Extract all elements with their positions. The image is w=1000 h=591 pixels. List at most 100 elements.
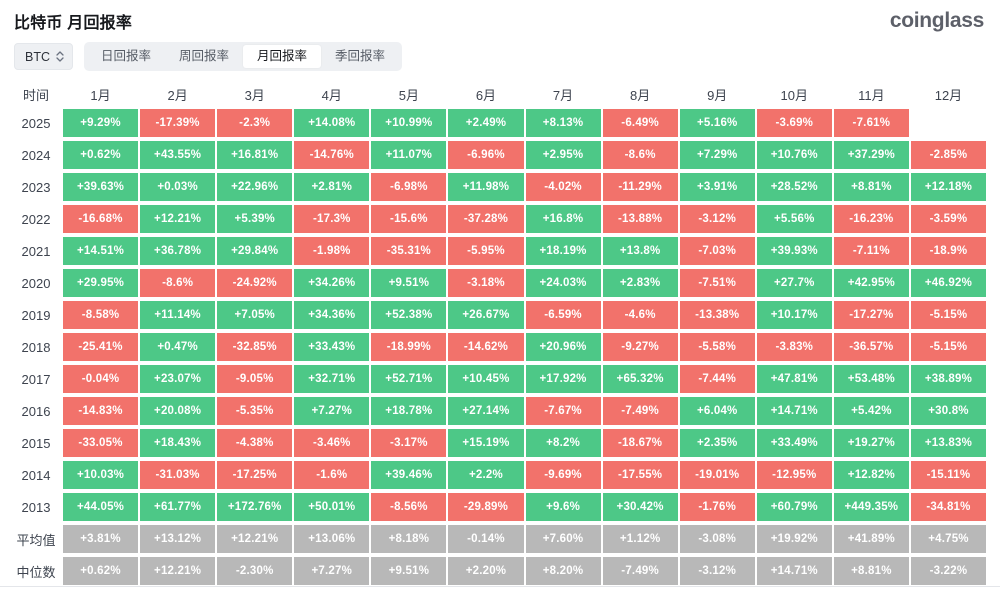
return-cell: +46.92% bbox=[910, 269, 986, 297]
return-cell: +4.75% bbox=[910, 525, 986, 553]
return-cell: +39.63% bbox=[63, 173, 139, 201]
return-cell: -8.6% bbox=[140, 269, 216, 297]
return-cell: +10.17% bbox=[756, 301, 832, 329]
return-cell: +52.38% bbox=[371, 301, 447, 329]
return-cell: +53.48% bbox=[833, 365, 909, 393]
return-cell: +27.7% bbox=[756, 269, 832, 297]
return-cell: -32.85% bbox=[217, 333, 293, 361]
return-cell: +2.81% bbox=[294, 173, 370, 201]
return-cell: +8.18% bbox=[371, 525, 447, 553]
return-cell: -5.35% bbox=[217, 397, 293, 425]
return-cell: -2.30% bbox=[217, 557, 293, 585]
return-cell: +2.49% bbox=[448, 109, 524, 137]
year-label: 2025 bbox=[21, 115, 51, 131]
return-cell: -7.67% bbox=[525, 397, 601, 425]
return-cell: +23.07% bbox=[140, 365, 216, 393]
return-cell: -36.57% bbox=[833, 333, 909, 361]
return-cell: +8.81% bbox=[833, 173, 909, 201]
return-cell: -5.15% bbox=[910, 301, 986, 329]
return-cell: -35.31% bbox=[371, 237, 447, 265]
return-cell: -0.14% bbox=[448, 525, 524, 553]
return-cell: +24.03% bbox=[525, 269, 601, 297]
return-cell: +38.89% bbox=[910, 365, 986, 393]
return-cell: -9.69% bbox=[525, 461, 601, 489]
return-cell: -17.27% bbox=[833, 301, 909, 329]
return-cell: +0.62% bbox=[63, 557, 139, 585]
return-cell: -14.76% bbox=[294, 141, 370, 169]
return-cell: +29.95% bbox=[63, 269, 139, 297]
return-cell: -7.03% bbox=[679, 237, 755, 265]
return-cell: +12.21% bbox=[140, 557, 216, 585]
return-cell: +33.49% bbox=[756, 429, 832, 457]
return-cell: +7.05% bbox=[217, 301, 293, 329]
return-cell: +34.26% bbox=[294, 269, 370, 297]
bottom-divider bbox=[0, 586, 1000, 587]
year-label: 2013 bbox=[21, 499, 51, 515]
return-cell: +61.77% bbox=[140, 493, 216, 521]
return-cell: -16.23% bbox=[833, 205, 909, 233]
return-cell: -19.01% bbox=[679, 461, 755, 489]
returns-table: 时间 1月 2月 3月 4月 5月 6月 7月 8月 9月 10月 11月 12月 2025 +9.29%… bbox=[11, 83, 986, 585]
return-cell: +10.76% bbox=[756, 141, 832, 169]
return-cell: +18.19% bbox=[525, 237, 601, 265]
return-cell: -13.88% bbox=[602, 205, 678, 233]
month-header: 1月 bbox=[90, 87, 111, 103]
return-cell: +6.04% bbox=[679, 397, 755, 425]
return-cell: +15.19% bbox=[448, 429, 524, 457]
return-cell: -34.81% bbox=[910, 493, 986, 521]
return-cell: +5.39% bbox=[217, 205, 293, 233]
return-cell: +42.95% bbox=[833, 269, 909, 297]
tab-1[interactable]: 日回报率 bbox=[87, 45, 165, 68]
return-cell: -24.92% bbox=[217, 269, 293, 297]
return-cell: -3.22% bbox=[910, 557, 986, 585]
year-label: 2018 bbox=[21, 339, 51, 355]
year-label: 2022 bbox=[21, 211, 51, 227]
return-cell: +44.05% bbox=[63, 493, 139, 521]
return-cell: -13.38% bbox=[679, 301, 755, 329]
year-label: 2016 bbox=[21, 403, 51, 419]
symbol-select[interactable]: BTC bbox=[14, 43, 73, 70]
return-cell: -18.99% bbox=[371, 333, 447, 361]
year-label: 2020 bbox=[21, 275, 51, 291]
return-cell: -5.58% bbox=[679, 333, 755, 361]
return-cell: +28.52% bbox=[756, 173, 832, 201]
year-label: 2024 bbox=[21, 147, 51, 163]
return-cell: +50.01% bbox=[294, 493, 370, 521]
return-cell: +10.99% bbox=[371, 109, 447, 137]
return-cell: +20.96% bbox=[525, 333, 601, 361]
tab-4[interactable]: 季回报率 bbox=[321, 45, 399, 68]
return-cell: +29.84% bbox=[217, 237, 293, 265]
return-cell: +2.83% bbox=[602, 269, 678, 297]
return-cell: -3.17% bbox=[371, 429, 447, 457]
return-cell: +449.35% bbox=[833, 493, 909, 521]
return-cell: -6.96% bbox=[448, 141, 524, 169]
return-cell: +8.13% bbox=[525, 109, 601, 137]
return-cell: +14.71% bbox=[756, 557, 832, 585]
return-cell: -37.28% bbox=[448, 205, 524, 233]
return-cell: +5.42% bbox=[833, 397, 909, 425]
return-cell: +34.36% bbox=[294, 301, 370, 329]
return-cell: -8.56% bbox=[371, 493, 447, 521]
return-cell: +11.98% bbox=[448, 173, 524, 201]
return-cell: +9.51% bbox=[371, 269, 447, 297]
return-cell: -15.6% bbox=[371, 205, 447, 233]
month-header: 9月 bbox=[707, 87, 728, 103]
return-cell: +52.71% bbox=[371, 365, 447, 393]
return-cell: -6.49% bbox=[602, 109, 678, 137]
return-cell: +5.56% bbox=[756, 205, 832, 233]
return-cell: -15.11% bbox=[910, 461, 986, 489]
return-cell: +39.46% bbox=[371, 461, 447, 489]
return-cell: +5.16% bbox=[679, 109, 755, 137]
return-cell-empty bbox=[911, 109, 986, 137]
month-header: 12月 bbox=[934, 87, 963, 103]
return-cell: +22.96% bbox=[217, 173, 293, 201]
return-cell: -6.59% bbox=[525, 301, 601, 329]
chevron-up-down-icon bbox=[56, 51, 64, 62]
tab-2[interactable]: 周回报率 bbox=[165, 45, 243, 68]
month-header: 4月 bbox=[321, 87, 342, 103]
tab-3[interactable]: 月回报率 bbox=[243, 45, 322, 68]
return-cell: -12.95% bbox=[756, 461, 832, 489]
return-cell: +30.8% bbox=[910, 397, 986, 425]
return-cell: +14.71% bbox=[756, 397, 832, 425]
